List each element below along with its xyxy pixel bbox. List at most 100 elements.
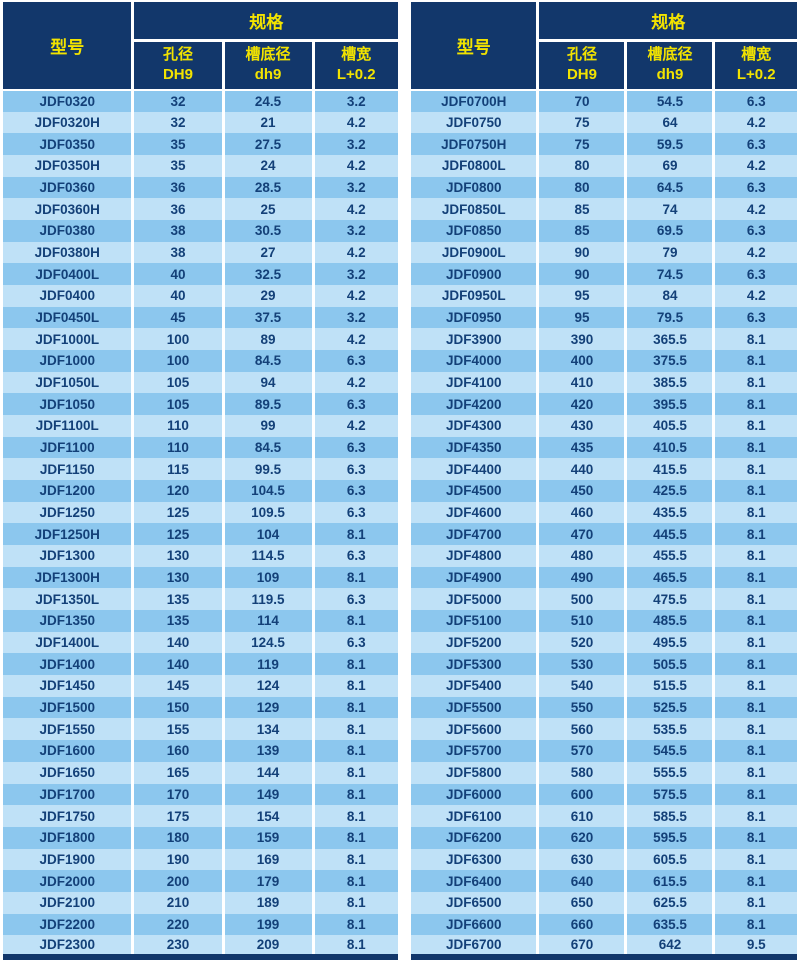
groove-width-cell: 8.1 bbox=[712, 588, 797, 611]
groove-bottom-diameter-cell: 84.5 bbox=[221, 350, 314, 372]
groove-bottom-diameter-cell: 119 bbox=[221, 653, 314, 676]
col-header-groove-bottom-line1: 槽底径 bbox=[647, 46, 693, 63]
bore-diameter-cell: 85 bbox=[536, 220, 626, 242]
groove-width-cell: 8.1 bbox=[311, 718, 398, 741]
groove-bottom-diameter-cell: 74 bbox=[624, 198, 714, 221]
header-row-group: 型号 规格 bbox=[3, 2, 398, 91]
groove-bottom-diameter-cell: 159 bbox=[221, 826, 314, 849]
table-row: JDF0350H 35 24 4.2 bbox=[3, 155, 398, 177]
groove-width-cell: 8.1 bbox=[712, 675, 797, 697]
groove-bottom-diameter-cell: 84.5 bbox=[221, 436, 314, 459]
groove-bottom-diameter-cell: 495.5 bbox=[624, 631, 714, 654]
bore-diameter-cell: 600 bbox=[536, 783, 626, 806]
table-row: JDF6500 650 625.5 8.1 bbox=[411, 891, 797, 914]
bore-diameter-cell: 420 bbox=[536, 393, 626, 416]
groove-width-cell: 4.2 bbox=[311, 241, 398, 264]
table-row: JDF5600 560 535.5 8.1 bbox=[411, 718, 797, 741]
groove-width-cell: 8.1 bbox=[311, 870, 398, 892]
groove-width-cell: 9.5 bbox=[712, 935, 797, 960]
groove-width-cell: 4.2 bbox=[712, 241, 797, 264]
table-row: JDF5800 580 555.5 8.1 bbox=[411, 761, 797, 784]
bore-diameter-cell: 130 bbox=[131, 545, 223, 567]
groove-width-cell: 8.1 bbox=[712, 415, 797, 437]
model-cell: JDF1400 bbox=[39, 656, 95, 672]
groove-width-cell: 8.1 bbox=[311, 523, 398, 546]
model-cell: JDF0350 bbox=[39, 136, 95, 152]
groove-width-cell: 6.3 bbox=[712, 176, 797, 199]
groove-bottom-diameter-cell: 179 bbox=[221, 870, 314, 892]
table-row: JDF5300 530 505.5 8.1 bbox=[411, 653, 797, 676]
groove-width-cell: 3.2 bbox=[311, 306, 398, 329]
groove-width-cell: 4.2 bbox=[311, 371, 398, 394]
table-row: JDF4000 400 375.5 8.1 bbox=[411, 350, 797, 372]
bore-diameter-cell: 135 bbox=[131, 610, 223, 632]
groove-width-cell: 8.1 bbox=[311, 566, 398, 589]
groove-width-cell: 8.1 bbox=[712, 566, 797, 589]
bore-diameter-cell: 135 bbox=[131, 588, 223, 611]
table-row: JDF1900 190 169 8.1 bbox=[3, 848, 398, 871]
groove-width-cell: 6.3 bbox=[311, 350, 398, 372]
groove-bottom-diameter-cell: 405.5 bbox=[624, 415, 714, 437]
table-row: JDF1450 145 124 8.1 bbox=[3, 675, 398, 697]
bore-diameter-cell: 660 bbox=[536, 913, 626, 936]
bore-diameter-cell: 125 bbox=[131, 501, 223, 524]
groove-width-cell: 8.1 bbox=[712, 523, 797, 546]
table-row: JDF5400 540 515.5 8.1 bbox=[411, 675, 797, 697]
table-row: JDF4350 435 410.5 8.1 bbox=[411, 436, 797, 459]
table-body-left: JDF0320 32 24.5 3.2 JDF0320H 32 21 4.2 JDF0350 35… bbox=[3, 90, 398, 960]
model-cell: JDF0380 bbox=[39, 223, 95, 239]
bore-diameter-cell: 650 bbox=[536, 891, 626, 914]
model-cell: JDF5500 bbox=[445, 700, 502, 716]
model-cell: JDF2200 bbox=[39, 916, 95, 932]
bore-diameter-cell: 95 bbox=[536, 285, 626, 307]
groove-bottom-diameter-cell: 139 bbox=[221, 740, 314, 762]
bore-diameter-cell: 435 bbox=[536, 436, 626, 459]
table-row: JDF1150 115 99.5 6.3 bbox=[3, 458, 398, 481]
groove-bottom-diameter-cell: 415.5 bbox=[624, 458, 714, 481]
groove-width-cell: 8.1 bbox=[712, 870, 797, 892]
groove-bottom-diameter-cell: 199 bbox=[221, 913, 314, 936]
model-cell: JDF5200 bbox=[445, 635, 502, 651]
bore-diameter-cell: 38 bbox=[131, 241, 223, 264]
table-row: JDF1350L 135 119.5 6.3 bbox=[3, 588, 398, 611]
groove-bottom-diameter-cell: 209 bbox=[221, 935, 314, 960]
table-row: JDF0400L 40 32.5 3.2 bbox=[3, 263, 398, 286]
groove-width-cell: 8.1 bbox=[712, 610, 797, 632]
spec-group-header: 规格 bbox=[536, 2, 797, 41]
bore-diameter-cell: 36 bbox=[131, 176, 223, 199]
groove-width-cell: 8.1 bbox=[712, 740, 797, 762]
table-row: JDF1100L 110 99 4.2 bbox=[3, 415, 398, 437]
groove-width-cell: 8.1 bbox=[712, 913, 797, 936]
col-header-groove-width-line2: L+0.2 bbox=[736, 66, 776, 84]
groove-width-cell: 4.2 bbox=[311, 155, 398, 177]
model-cell: JDF3900 bbox=[445, 331, 502, 347]
groove-width-cell: 6.3 bbox=[311, 436, 398, 459]
groove-bottom-diameter-cell: 545.5 bbox=[624, 740, 714, 762]
groove-bottom-diameter-cell: 615.5 bbox=[624, 870, 714, 892]
model-cell: JDF6200 bbox=[445, 830, 502, 846]
groove-bottom-diameter-cell: 59.5 bbox=[624, 133, 714, 156]
groove-width-cell: 8.1 bbox=[311, 805, 398, 827]
groove-bottom-diameter-cell: 525.5 bbox=[624, 696, 714, 719]
groove-bottom-diameter-cell: 109.5 bbox=[221, 501, 314, 524]
bore-diameter-cell: 430 bbox=[536, 415, 626, 437]
model-cell: JDF5100 bbox=[445, 613, 502, 629]
bore-diameter-cell: 390 bbox=[536, 328, 626, 351]
table-row: JDF6000 600 575.5 8.1 bbox=[411, 783, 797, 806]
bore-diameter-cell: 85 bbox=[536, 198, 626, 221]
groove-width-cell: 6.3 bbox=[712, 263, 797, 286]
groove-width-cell: 8.1 bbox=[712, 805, 797, 827]
groove-bottom-diameter-cell: 465.5 bbox=[624, 566, 714, 589]
table-row: JDF1200 120 104.5 6.3 bbox=[3, 480, 398, 502]
col-header-bore-diameter: 孔径 DH9 bbox=[536, 38, 626, 91]
bore-diameter-cell: 115 bbox=[131, 458, 223, 481]
model-cell: JDF1000L bbox=[35, 331, 100, 347]
bore-diameter-cell: 100 bbox=[131, 350, 223, 372]
groove-bottom-diameter-cell: 84 bbox=[624, 285, 714, 307]
bore-diameter-cell: 540 bbox=[536, 675, 626, 697]
table-row: JDF1600 160 139 8.1 bbox=[3, 740, 398, 762]
groove-width-cell: 3.2 bbox=[311, 133, 398, 156]
model-cell: JDF4350 bbox=[445, 440, 502, 456]
spec-group-header: 规格 bbox=[131, 2, 398, 41]
bore-diameter-cell: 220 bbox=[131, 913, 223, 936]
